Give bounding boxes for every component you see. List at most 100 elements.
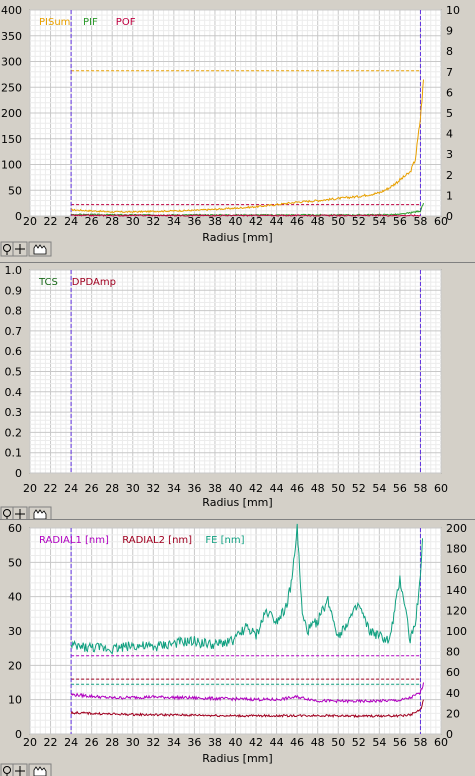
- series-line-2: [70, 523, 423, 655]
- x-tick-label: 60: [434, 215, 448, 228]
- y-tick-label-left: 30: [8, 625, 22, 638]
- y-tick-label-right: 5: [446, 107, 453, 120]
- x-axis-label: Radius [mm]: [202, 231, 272, 244]
- y-tick-label-left: 0: [15, 210, 22, 223]
- x-tick-label: 54: [372, 482, 386, 495]
- x-tick-label: 48: [311, 482, 325, 495]
- x-tick-label: 50: [331, 215, 345, 228]
- x-tick-label: 32: [146, 215, 160, 228]
- y-tick-label-right: 6: [446, 86, 453, 99]
- zoom-icon[interactable]: [0, 763, 14, 776]
- y-tick-label-right: 1: [446, 189, 453, 202]
- x-tick-label: 44: [270, 482, 284, 495]
- pan-hand-icon[interactable]: [28, 506, 52, 522]
- y-tick-label-right: 20: [446, 707, 460, 720]
- pan-hand-shape: [33, 244, 47, 255]
- grid: [29, 9, 442, 217]
- crosshair-icon[interactable]: [12, 763, 28, 776]
- x-tick-label: 44: [270, 215, 284, 228]
- pan-hand-icon[interactable]: [28, 241, 52, 257]
- zoom-glass: [3, 766, 11, 774]
- series-line-1: [70, 699, 424, 719]
- x-tick-label: 36: [187, 215, 201, 228]
- y-tick-label-left: 0.3: [5, 406, 23, 419]
- x-tick-label: 34: [167, 736, 181, 749]
- y-tick-label-left: 400: [1, 4, 22, 17]
- y-tick-label-right: 140: [446, 584, 467, 597]
- y-tick-label-left: 0.5: [5, 366, 23, 379]
- y-tick-label-right: 10: [446, 4, 460, 17]
- y-tick-label-left: 0.2: [5, 426, 23, 439]
- x-tick-label: 38: [208, 736, 222, 749]
- zoom-glass: [3, 509, 11, 517]
- x-tick-label: 22: [44, 215, 58, 228]
- y-tick-label-left: 20: [8, 659, 22, 672]
- x-tick-label: 30: [126, 215, 140, 228]
- y-tick-label-right: 0: [446, 728, 453, 741]
- y-tick-label-right: 40: [446, 687, 460, 700]
- x-tick-label: 20: [23, 482, 37, 495]
- y-tick-label-right: 120: [446, 604, 467, 617]
- legend-entry: RADIAL1 [nm]: [39, 535, 109, 546]
- x-tick-label: 46: [290, 482, 304, 495]
- x-tick-label: 52: [352, 736, 366, 749]
- x-tick-label: 50: [331, 482, 345, 495]
- legend-entry: FE [nm]: [205, 535, 244, 546]
- y-tick-label-right: 160: [446, 563, 467, 576]
- y-tick-label-right: 100: [446, 625, 467, 638]
- y-tick-label-right: 7: [446, 66, 453, 79]
- x-tick-label: 26: [85, 736, 99, 749]
- y-tick-label-left: 10: [8, 694, 22, 707]
- y-tick-label-left: 0: [15, 728, 22, 741]
- y-tick-label-right: 2: [446, 169, 453, 182]
- x-tick-label: 54: [372, 215, 386, 228]
- x-tick-label: 24: [64, 736, 78, 749]
- x-tick-label: 46: [290, 215, 304, 228]
- grid: [29, 269, 442, 474]
- x-tick-label: 44: [270, 736, 284, 749]
- x-tick-label: 34: [167, 215, 181, 228]
- y-tick-label-right: 3: [446, 148, 453, 161]
- y-tick-label-right: 60: [446, 666, 460, 679]
- legend-entry: PISum: [39, 17, 70, 28]
- y-tick-label-left: 40: [8, 591, 22, 604]
- grid: [29, 527, 442, 735]
- chart-toolbar: [0, 241, 52, 257]
- legend-entry: POF: [116, 17, 136, 28]
- x-axis-label: Radius [mm]: [202, 752, 272, 765]
- x-tick-label: 28: [105, 215, 119, 228]
- y-tick-label-left: 1.0: [5, 264, 23, 277]
- x-tick-label: 38: [208, 215, 222, 228]
- y-tick-label-left: 200: [1, 107, 22, 120]
- crosshair-icon[interactable]: [12, 241, 28, 257]
- zoom-icon[interactable]: [0, 506, 14, 522]
- x-tick-label: 40: [229, 736, 243, 749]
- pan-hand-icon[interactable]: [28, 763, 52, 776]
- y-tick-label-right: 4: [446, 128, 453, 141]
- chart-panel-middle: 0 0.1 0.2 0.3 0.4 0.5 0.6 0.7 0.8 0.9 1.0 20 22 24 26 2…: [0, 262, 475, 522]
- legend-entry: PIF: [83, 17, 98, 28]
- series-line-0: [70, 682, 424, 704]
- x-tick-label: 36: [187, 482, 201, 495]
- y-tick-label-left: 300: [1, 56, 22, 69]
- x-tick-label: 22: [44, 482, 58, 495]
- x-tick-label: 26: [85, 215, 99, 228]
- x-tick-label: 54: [372, 736, 386, 749]
- x-tick-label: 32: [146, 736, 160, 749]
- x-tick-label: 42: [249, 736, 263, 749]
- y-tick-label-left: 0.4: [5, 386, 23, 399]
- x-tick-label: 32: [146, 482, 160, 495]
- x-tick-label: 26: [85, 482, 99, 495]
- y-tick-label-left: 0.1: [5, 447, 23, 460]
- crosshair-icon[interactable]: [12, 506, 28, 522]
- y-tick-label-right: 9: [446, 25, 453, 38]
- y-tick-label-left: 50: [8, 556, 22, 569]
- y-tick-label-left: 350: [1, 30, 22, 43]
- x-tick-label: 30: [126, 482, 140, 495]
- x-tick-label: 28: [105, 482, 119, 495]
- legend-entry: DPDAmp: [72, 277, 116, 288]
- chart-panel-bottom: 0102030405060020406080100120140160180200…: [0, 519, 475, 776]
- zoom-icon[interactable]: [0, 241, 14, 257]
- y-tick-label-right: 8: [446, 45, 453, 58]
